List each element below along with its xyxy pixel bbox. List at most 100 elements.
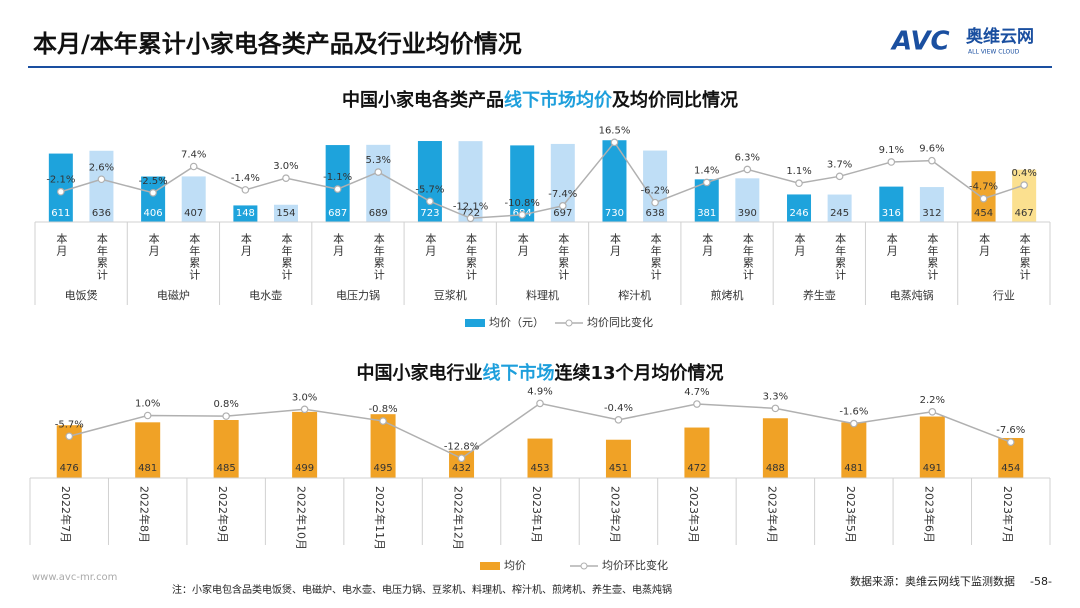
change-marker xyxy=(466,214,475,223)
bar-label: 312 xyxy=(922,208,941,219)
change-label: 3.3% xyxy=(763,391,788,402)
bar xyxy=(735,178,760,222)
bar xyxy=(919,416,945,478)
change-label: 5.3% xyxy=(366,155,391,166)
change-marker xyxy=(374,168,383,176)
change-marker xyxy=(835,172,844,181)
bar xyxy=(841,422,867,478)
change-marker xyxy=(610,138,619,147)
x-group-label: 电饭煲 xyxy=(65,289,98,302)
change-marker xyxy=(426,197,434,206)
bar-label: 467 xyxy=(1015,208,1034,219)
legend-swatch xyxy=(480,562,500,570)
change-marker xyxy=(979,194,988,203)
change-label: -5.7% xyxy=(415,184,444,195)
change-marker xyxy=(887,158,896,166)
bar xyxy=(684,427,710,478)
x-group-label: 榨汁机 xyxy=(618,288,651,302)
title-part: 中国小家电行业 xyxy=(356,362,482,384)
source: 数据来源：奥维云网线下监测数据 xyxy=(850,574,1015,588)
bar-label: 407 xyxy=(184,208,203,219)
bar-label: 406 xyxy=(144,208,163,219)
bar xyxy=(1012,169,1037,222)
change-label: -5.7% xyxy=(55,419,84,430)
bar xyxy=(762,418,788,478)
x-tick-label: 2022年7月 xyxy=(59,486,73,543)
bar-label: 495 xyxy=(374,463,393,474)
change-line xyxy=(60,141,1025,220)
change-marker xyxy=(143,411,152,420)
x-sub-label: 本月 xyxy=(701,232,714,257)
x-sub-label: 本年累计 xyxy=(834,232,847,281)
bar-label: 451 xyxy=(609,463,628,474)
bar-label: 390 xyxy=(738,208,757,219)
change-marker xyxy=(928,407,937,416)
page-number: -58- xyxy=(1030,575,1052,588)
x-group-label: 料理机 xyxy=(526,288,559,302)
bar-label: 481 xyxy=(844,463,863,474)
change-label: 2.2% xyxy=(920,395,945,406)
legend-label: 均价（元） xyxy=(489,316,544,329)
change-marker xyxy=(222,412,230,420)
change-marker xyxy=(457,454,466,463)
bar xyxy=(694,179,719,222)
change-label: 0.8% xyxy=(213,399,238,410)
x-tick-label: 2022年10月 xyxy=(295,486,309,550)
change-marker xyxy=(795,179,803,188)
bar xyxy=(458,141,483,222)
change-marker xyxy=(558,202,567,210)
x-sub-label: 本月 xyxy=(332,232,345,257)
change-marker xyxy=(189,162,198,171)
x-sub-label: 本月 xyxy=(978,232,991,257)
change-marker xyxy=(614,416,623,424)
x-group-label: 电压力锅 xyxy=(336,289,380,302)
title-part: 连续13个月均价情况 xyxy=(554,362,723,384)
logo-mark: AVC xyxy=(890,27,950,57)
x-sub-label: 本年累计 xyxy=(280,232,293,281)
change-label: 2.6% xyxy=(89,162,114,173)
x-tick-label: 2022年8月 xyxy=(138,486,152,543)
change-marker xyxy=(149,188,157,197)
x-group-label: 电蒸炖锅 xyxy=(890,289,934,302)
bar-label: 730 xyxy=(605,208,624,219)
bar xyxy=(181,176,206,222)
x-tick-label: 2022年12月 xyxy=(452,486,466,550)
change-marker xyxy=(282,174,290,182)
x-sub-label: 本年累计 xyxy=(741,232,754,281)
legend-label: 均价 xyxy=(504,559,526,572)
legend-label: 均价同比变化 xyxy=(587,315,653,329)
change-marker xyxy=(379,417,387,425)
x-sub-label: 本年累计 xyxy=(926,232,939,281)
chart-title: 中国小家电各类产品线下市场均价及均价同比情况 xyxy=(342,89,738,111)
change-label: 3.0% xyxy=(273,161,298,172)
change-label: 9.1% xyxy=(879,145,904,156)
bar-label: 454 xyxy=(974,208,993,219)
x-sub-label: 本年累计 xyxy=(188,232,201,281)
change-marker xyxy=(1006,438,1015,446)
title-part: 及均价同比情况 xyxy=(612,89,738,111)
change-label: -2.1% xyxy=(46,175,75,186)
change-marker xyxy=(536,399,544,408)
bar-label: 432 xyxy=(452,463,471,474)
bar xyxy=(787,194,812,222)
bar xyxy=(48,153,73,222)
change-marker xyxy=(693,400,701,408)
change-marker xyxy=(333,185,342,193)
change-label: 3.0% xyxy=(292,392,317,403)
bar-label: 316 xyxy=(882,208,901,219)
bar xyxy=(919,187,944,222)
bar xyxy=(233,205,258,222)
x-tick-label: 2023年2月 xyxy=(608,486,622,543)
bar-label: 687 xyxy=(328,208,347,219)
change-marker xyxy=(57,187,65,196)
logo-sub: ALL VIEW CLOUD xyxy=(968,49,1020,56)
bar-label: 689 xyxy=(369,208,388,219)
change-marker xyxy=(651,198,659,207)
change-marker xyxy=(702,178,711,187)
change-label: -4.7% xyxy=(969,182,998,193)
x-sub-label: 本年累计 xyxy=(1018,232,1031,281)
x-tick-label: 2023年1月 xyxy=(530,486,544,543)
bar-label: 485 xyxy=(217,463,236,474)
change-label: 4.7% xyxy=(684,387,709,398)
change-label: 3.7% xyxy=(827,159,852,170)
